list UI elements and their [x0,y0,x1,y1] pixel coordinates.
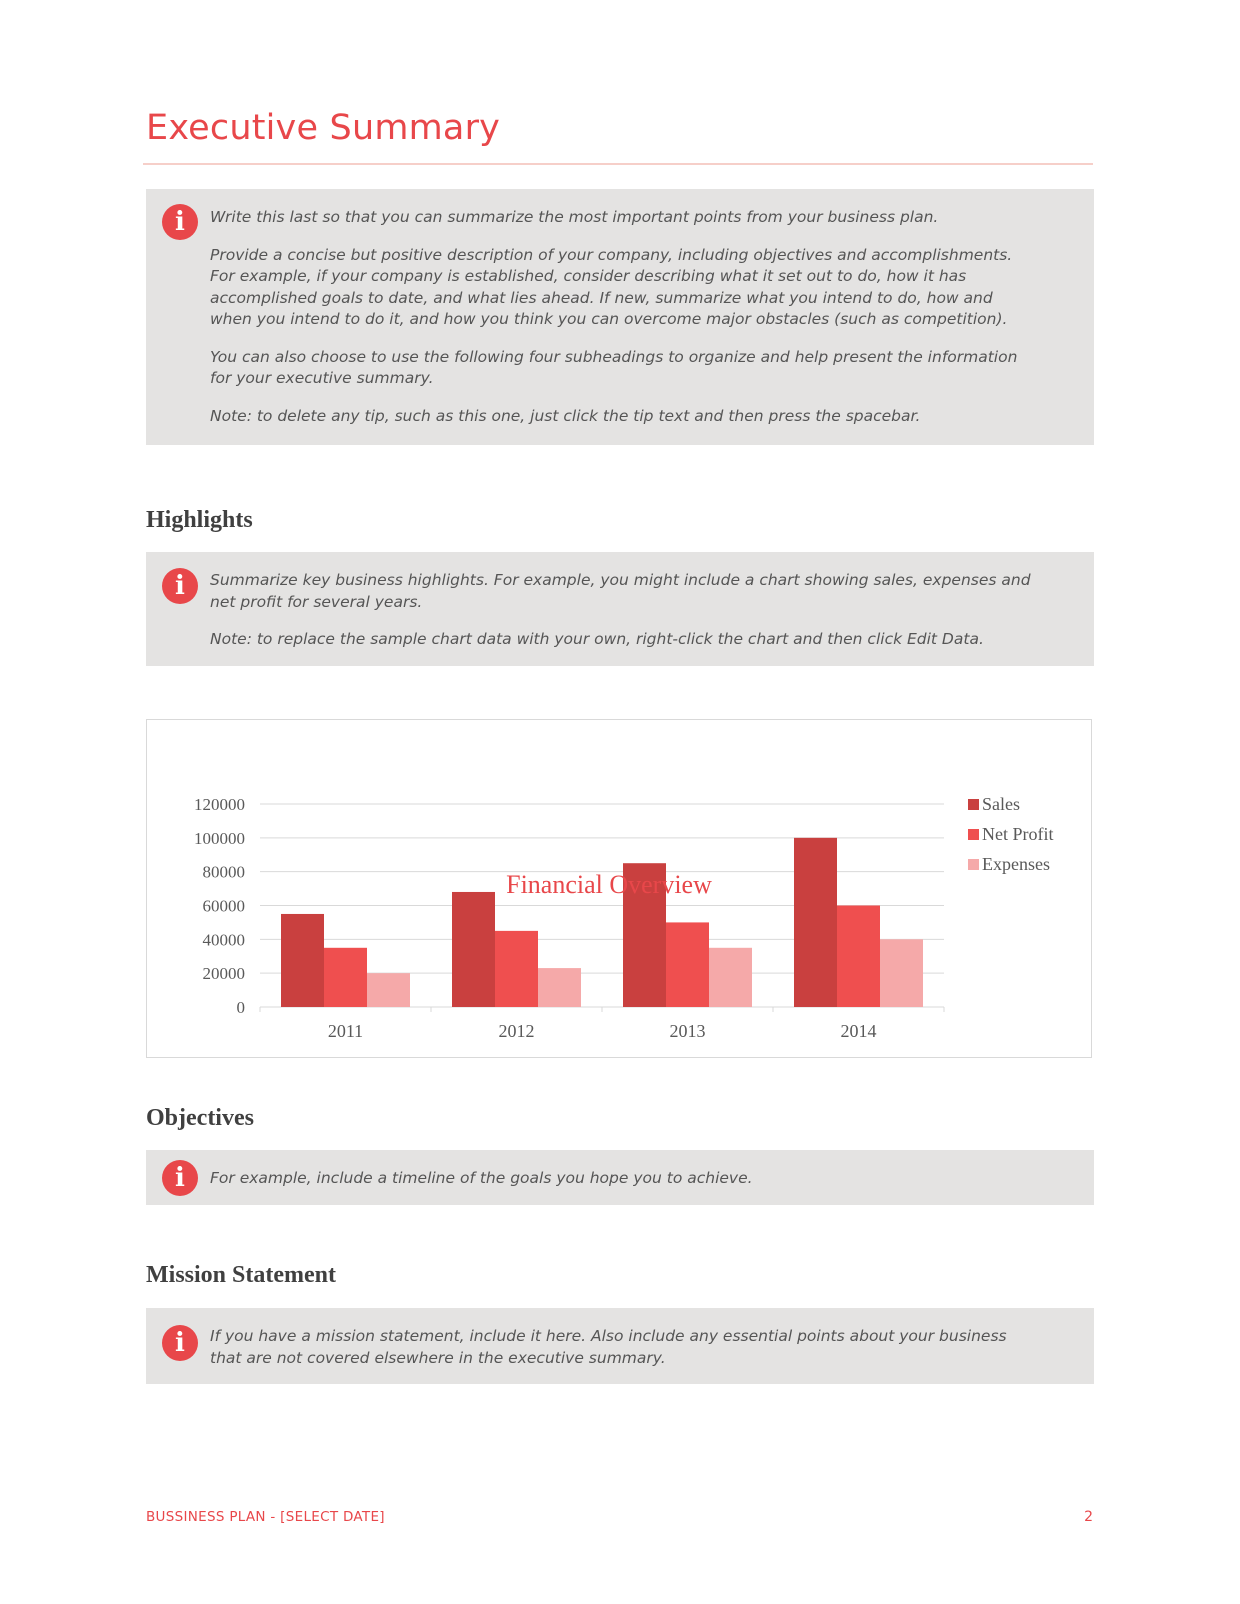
bar-sales [281,913,324,1007]
legend-label: Sales [982,794,1020,814]
objectives-tip-box[interactable]: i For example, include a timeline of the… [146,1150,1094,1205]
highlights-tip-box[interactable]: i Summarize key business highlights. For… [146,552,1094,666]
tip-text: Write this last so that you can summariz… [210,208,939,226]
objectives-heading: Objectives [146,1105,254,1131]
bar-sales [452,891,495,1007]
tip-text: If you have a mission statement, include… [210,1327,1007,1367]
tip-text: Note: to delete any tip, such as this on… [210,406,921,425]
y-tick-label: 40000 [203,930,246,949]
legend-swatch [968,859,979,870]
tip-text: Provide a concise but positive descripti… [210,245,1013,329]
legend-label: Expenses [982,854,1050,874]
bar-net-profit [324,947,367,1007]
footer-page-number: 2 [1084,1509,1093,1525]
chart-title: Financial Overview [506,870,712,899]
info-icon: i [162,1160,198,1196]
bar-sales [794,837,837,1007]
info-icon: i [162,204,198,240]
y-tick-label: 80000 [203,863,246,882]
bar-net-profit [666,922,709,1007]
y-tick-label: 0 [237,998,246,1017]
bar-expenses [880,939,923,1007]
footer-document-title: BUSSINESS PLAN - [SELECT DATE] [146,1509,385,1525]
y-tick-label: 20000 [203,964,246,983]
bar-net-profit [837,905,880,1007]
x-tick-label: 2011 [328,1021,363,1041]
mission-tip-box[interactable]: i If you have a mission statement, inclu… [146,1308,1094,1384]
info-icon: i [162,568,198,604]
tip-text: For example, include a timeline of the g… [210,1169,753,1187]
legend-label: Net Profit [982,824,1054,844]
bar-expenses [367,973,410,1007]
info-icon: i [162,1325,198,1361]
y-tick-label: 120000 [194,795,245,814]
tip-text: Summarize key business highlights. For e… [210,571,1031,611]
y-tick-label: 100000 [194,829,245,848]
bar-expenses [709,947,752,1007]
chart-canvas: 0 20000 40000 60000 80000 100000 120000 2011 201… [194,794,1054,1041]
x-tick-label: 2014 [841,1021,877,1041]
bar-sales [623,863,666,1007]
tip-text: You can also choose to use the following… [210,347,1018,388]
x-tick-label: 2012 [499,1021,535,1041]
intro-tip-box[interactable]: i Write this last so that you can summar… [146,189,1094,445]
bar-expenses [538,968,581,1007]
legend-swatch [968,829,979,840]
page-title: Executive Summary [146,108,501,148]
tip-text: Note: to replace the sample chart data w… [210,630,984,648]
bar-net-profit [495,930,538,1007]
financial-overview-chart[interactable]: 0 20000 40000 60000 80000 100000 120000 2011 201… [146,719,1092,1058]
mission-statement-heading: Mission Statement [146,1262,336,1288]
highlights-heading: Highlights [146,507,253,533]
y-tick-label: 60000 [203,897,246,916]
x-tick-label: 2013 [670,1021,706,1041]
title-divider [143,163,1093,165]
legend-swatch [968,799,979,810]
